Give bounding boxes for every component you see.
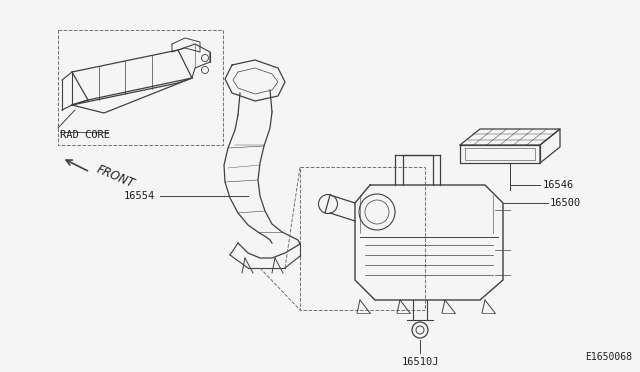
Text: RAD CORE: RAD CORE — [60, 130, 110, 140]
Text: 16500: 16500 — [550, 198, 581, 208]
Bar — [58, 30, 223, 145]
Text: 16554: 16554 — [124, 191, 155, 201]
Text: E1650068: E1650068 — [585, 352, 632, 362]
Text: 16546: 16546 — [543, 180, 574, 190]
Bar — [300, 167, 425, 310]
Text: 16510J: 16510J — [401, 357, 439, 367]
Text: FRONT: FRONT — [95, 163, 137, 191]
